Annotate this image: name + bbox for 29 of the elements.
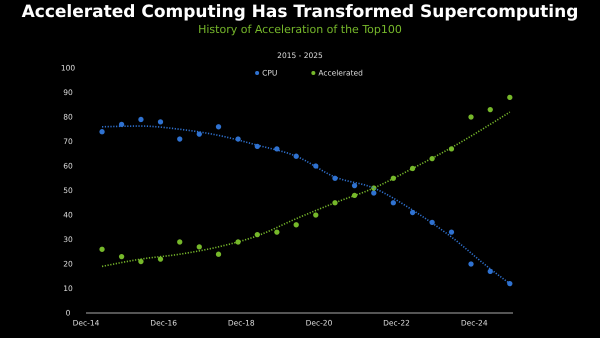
point <box>274 230 280 235</box>
point <box>507 280 512 286</box>
point <box>99 129 105 134</box>
chart-title: Accelerated Computing Has Transformed Supercomputing <box>22 2 578 22</box>
point <box>138 116 144 122</box>
point <box>99 246 105 252</box>
point <box>390 200 396 206</box>
point <box>313 212 318 218</box>
line-series <box>101 111 511 268</box>
point <box>216 252 222 257</box>
chart-subtitle: History of Acceleration of the Top100 <box>198 23 402 36</box>
point <box>158 119 164 125</box>
point <box>488 107 493 112</box>
point <box>177 239 182 245</box>
point <box>488 268 493 274</box>
point <box>371 190 376 196</box>
point <box>177 136 182 142</box>
point <box>468 114 474 120</box>
point <box>196 244 202 250</box>
point <box>294 222 299 228</box>
point <box>196 132 202 137</box>
point <box>468 261 474 267</box>
point <box>138 258 144 264</box>
point <box>507 94 512 100</box>
point <box>352 182 358 188</box>
point <box>118 254 124 260</box>
point <box>158 256 164 262</box>
point <box>216 124 222 130</box>
point <box>448 230 454 235</box>
